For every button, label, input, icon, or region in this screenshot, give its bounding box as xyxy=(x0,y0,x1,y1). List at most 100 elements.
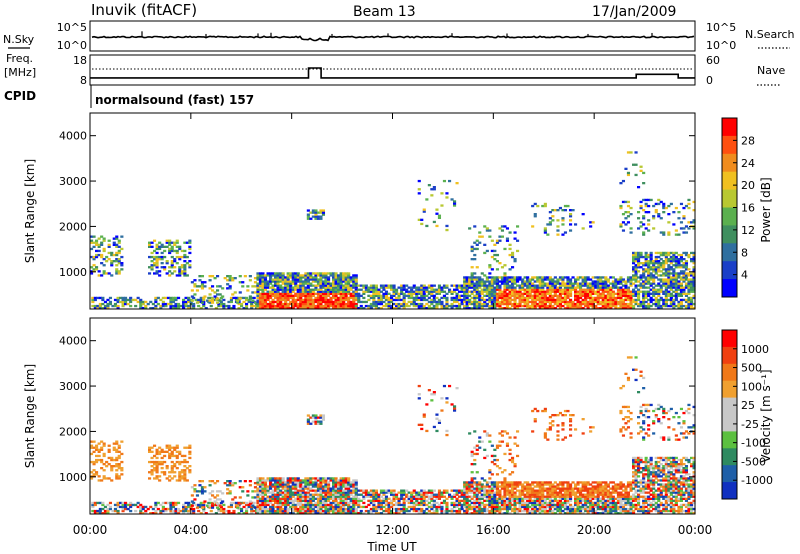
velocity-cell xyxy=(256,489,260,492)
velocity-cell xyxy=(435,495,439,498)
velocity-cell xyxy=(347,487,351,490)
power-cell xyxy=(173,270,177,273)
velocity-cell xyxy=(329,497,333,500)
power-cell xyxy=(321,282,326,285)
velocity-cell xyxy=(407,497,411,500)
velocity-cell xyxy=(151,507,155,511)
power-cell xyxy=(571,209,575,212)
power-cell xyxy=(626,151,631,154)
power-cell xyxy=(228,277,232,280)
power-cell xyxy=(601,280,605,283)
power-cell xyxy=(632,260,636,263)
power-cell xyxy=(165,260,169,263)
velocity-cell xyxy=(253,496,258,499)
velocity-cell xyxy=(367,495,371,498)
power-cell xyxy=(91,296,95,300)
power-cell xyxy=(306,307,310,310)
velocity-cell xyxy=(402,497,406,500)
velocity-cell xyxy=(304,483,308,486)
power-cell xyxy=(384,294,389,297)
velocity-cell xyxy=(299,481,303,484)
power-cell xyxy=(485,249,489,253)
power-cell xyxy=(659,258,663,261)
power-cell xyxy=(634,302,638,306)
power-cell xyxy=(528,300,532,304)
freq-unit-label: [MHz] xyxy=(4,66,36,79)
power-cell xyxy=(473,225,477,228)
power-cell xyxy=(478,302,482,306)
power-cell xyxy=(629,296,633,300)
power-cell xyxy=(266,302,270,306)
velocity-cell xyxy=(158,475,162,478)
power-cell xyxy=(528,288,532,291)
power-cell xyxy=(483,243,487,246)
power-cell xyxy=(242,300,246,304)
velocity-cell xyxy=(183,454,187,458)
power-cell xyxy=(574,292,578,295)
power-cell xyxy=(347,288,351,291)
velocity-cell xyxy=(354,485,358,488)
power-cell xyxy=(480,304,484,308)
velocity-cell xyxy=(110,467,114,470)
velocity-cell xyxy=(395,512,399,515)
power-cell xyxy=(344,296,348,300)
power-cell xyxy=(468,278,472,281)
power-cell xyxy=(261,274,265,277)
power-cell xyxy=(417,296,421,300)
velocity-cell xyxy=(294,507,298,511)
power-cell xyxy=(488,272,492,275)
velocity-cell xyxy=(261,509,265,513)
power-cell xyxy=(690,296,694,300)
colorbar-swatch xyxy=(722,261,737,280)
power-cell xyxy=(190,299,194,302)
power-cell xyxy=(692,290,696,293)
power-cell xyxy=(543,290,547,293)
power-cell xyxy=(420,307,424,310)
power-cell xyxy=(652,286,656,289)
power-cell xyxy=(543,300,547,304)
velocity-cell xyxy=(342,497,346,500)
nsearch-label: N.Search xyxy=(745,28,795,41)
power-cell xyxy=(536,284,540,287)
velocity-cell xyxy=(216,498,220,501)
velocity-cell xyxy=(98,512,102,515)
power-cell xyxy=(271,307,275,310)
power-cell xyxy=(442,290,447,293)
power-cell xyxy=(531,278,535,281)
power-cell xyxy=(632,163,636,166)
power-cell xyxy=(679,298,684,302)
velocity-cell xyxy=(250,507,254,511)
power-cell xyxy=(526,296,530,300)
power-cell xyxy=(682,276,686,279)
power-cell xyxy=(319,302,323,306)
power-cell xyxy=(498,302,502,306)
velocity-cell xyxy=(321,477,326,480)
velocity-cell xyxy=(291,509,295,513)
power-cell xyxy=(470,249,474,253)
velocity-cell xyxy=(256,509,260,513)
velocity-cell xyxy=(246,490,250,493)
power-cell xyxy=(337,307,341,310)
power-cell xyxy=(263,288,268,291)
power-cell xyxy=(120,264,124,267)
velocity-cell xyxy=(286,503,290,507)
power-cell xyxy=(339,276,343,279)
velocity-cell xyxy=(364,505,368,509)
power-cell xyxy=(266,286,270,289)
power-cell xyxy=(647,255,651,259)
power-cell xyxy=(178,274,182,277)
power-cell xyxy=(503,296,507,300)
power-cell xyxy=(566,282,570,285)
power-cell xyxy=(561,217,565,220)
velocity-cell xyxy=(102,452,106,456)
power-cell xyxy=(483,300,487,304)
velocity-cell xyxy=(279,501,283,505)
power-cell xyxy=(208,287,212,290)
velocity-cell xyxy=(367,491,371,494)
power-cell xyxy=(209,304,213,308)
power-cell xyxy=(538,286,542,289)
velocity-cell xyxy=(382,499,386,502)
velocity-cell xyxy=(364,491,368,494)
velocity-cell xyxy=(377,507,381,511)
power-cell xyxy=(637,304,641,308)
